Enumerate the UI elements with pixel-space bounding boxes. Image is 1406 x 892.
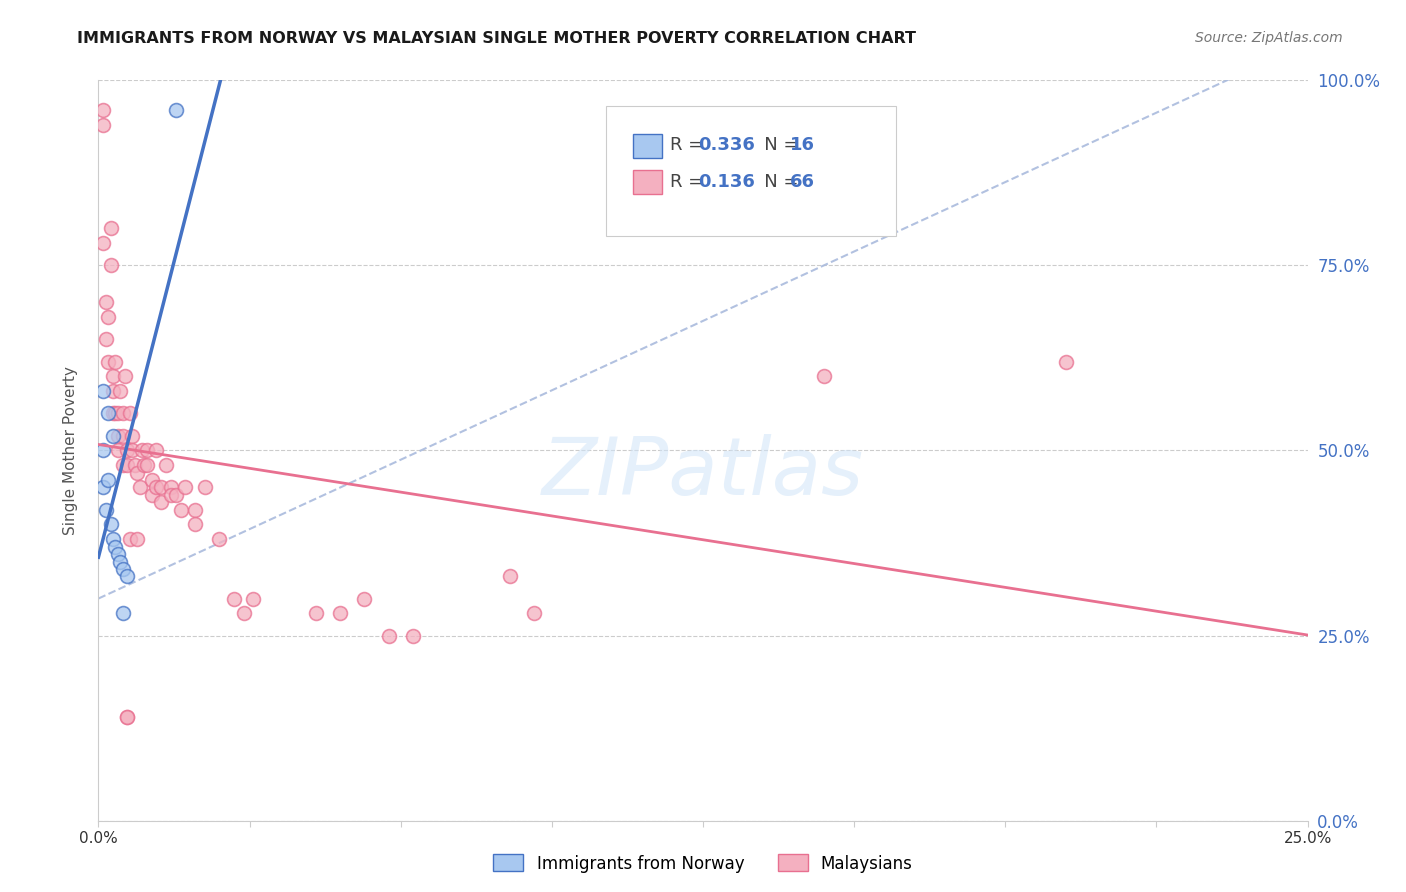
Point [111, 562, 134, 576]
Legend: Immigrants from Norway, Malaysians: Immigrants from Norway, Malaysians [486, 847, 920, 880]
FancyBboxPatch shape [606, 106, 897, 235]
Point [100, 517, 122, 532]
Point [94, 295, 117, 310]
Point [135, 458, 157, 473]
Point [117, 710, 139, 724]
Point [101, 407, 124, 421]
Point [160, 481, 183, 495]
Point [91, 103, 114, 117]
Point [117, 710, 139, 724]
Point [91, 118, 114, 132]
Point [101, 369, 124, 384]
Point [97, 354, 120, 368]
Y-axis label: Single Mother Poverty: Single Mother Poverty [63, 366, 77, 535]
Point [118, 407, 141, 421]
Point [329, 607, 352, 621]
Point [97, 310, 120, 325]
Text: 66: 66 [790, 173, 815, 191]
Point [208, 533, 231, 547]
Point [91, 384, 114, 399]
Point [107, 407, 129, 421]
Point [97, 407, 120, 421]
Point [128, 481, 150, 495]
Point [108, 555, 131, 569]
Point [184, 502, 207, 516]
Point [127, 533, 149, 547]
Point [104, 540, 127, 554]
Text: R =: R = [671, 173, 710, 191]
Point [1054, 354, 1077, 368]
Point [121, 443, 143, 458]
Point [107, 443, 129, 458]
Point [145, 481, 167, 495]
Point [94, 333, 117, 347]
Text: ZIPatlas: ZIPatlas [541, 434, 865, 512]
Point [100, 221, 122, 235]
FancyBboxPatch shape [633, 134, 662, 158]
FancyBboxPatch shape [633, 169, 662, 194]
Point [121, 428, 143, 442]
Point [91, 236, 114, 251]
Point [101, 384, 124, 399]
Point [111, 407, 134, 421]
Point [111, 428, 134, 442]
Point [160, 488, 183, 502]
Point [108, 384, 131, 399]
Point [117, 569, 139, 583]
Point [117, 458, 139, 473]
Point [101, 533, 124, 547]
Point [141, 488, 163, 502]
Point [107, 428, 129, 442]
Point [232, 607, 254, 621]
Point [165, 103, 187, 117]
Text: IMMIGRANTS FROM NORWAY VS MALAYSIAN SINGLE MOTHER POVERTY CORRELATION CHART: IMMIGRANTS FROM NORWAY VS MALAYSIAN SING… [77, 31, 917, 46]
Text: R =: R = [671, 136, 710, 154]
Point [127, 466, 149, 480]
Point [134, 458, 156, 473]
Point [104, 407, 127, 421]
Text: 0.136: 0.136 [699, 173, 755, 191]
Point [813, 369, 835, 384]
Point [523, 607, 546, 621]
Point [402, 628, 425, 642]
Point [194, 481, 217, 495]
Point [222, 591, 245, 606]
Point [377, 628, 399, 642]
Point [174, 481, 197, 495]
Point [305, 607, 328, 621]
Point [155, 458, 177, 473]
Point [145, 443, 167, 458]
Point [353, 591, 375, 606]
Point [91, 481, 114, 495]
Point [111, 458, 134, 473]
Point [242, 591, 264, 606]
Point [124, 458, 146, 473]
Text: Source: ZipAtlas.com: Source: ZipAtlas.com [1195, 31, 1343, 45]
Point [169, 502, 191, 516]
Point [184, 517, 207, 532]
Point [114, 369, 136, 384]
Text: N =: N = [747, 136, 804, 154]
Text: 16: 16 [790, 136, 815, 154]
Point [135, 443, 157, 458]
Point [111, 607, 134, 621]
Point [97, 473, 120, 487]
Point [104, 354, 127, 368]
Point [107, 547, 129, 561]
Point [117, 443, 139, 458]
Point [118, 533, 141, 547]
Point [100, 259, 122, 273]
Point [498, 569, 520, 583]
Point [150, 495, 173, 509]
Text: 0.336: 0.336 [699, 136, 755, 154]
Point [94, 502, 117, 516]
Point [141, 473, 163, 487]
Point [165, 488, 187, 502]
Point [131, 443, 153, 458]
Point [150, 481, 173, 495]
Point [101, 428, 124, 442]
Point [91, 443, 114, 458]
Text: N =: N = [747, 173, 804, 191]
